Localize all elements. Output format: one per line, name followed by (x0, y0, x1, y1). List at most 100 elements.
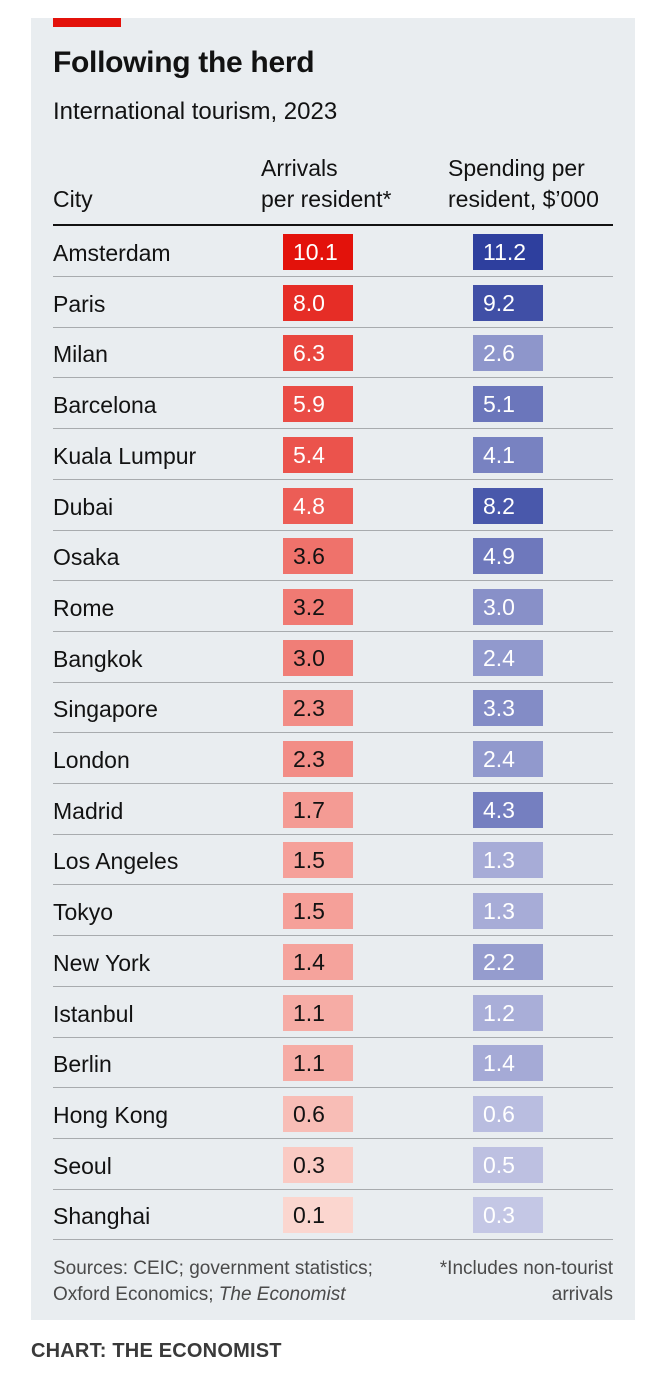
city-label: Tokyo (53, 899, 114, 926)
table-row: Shanghai 0.1 0.3 (53, 1190, 613, 1241)
table-row: Rome 3.2 3.0 (53, 582, 613, 632)
arrivals-cell: 1.1 (283, 1045, 353, 1082)
city-label: Dubai (53, 493, 114, 520)
row-divider (53, 985, 613, 987)
table-row: Los Angeles 1.5 1.3 (53, 835, 613, 886)
table-row: Madrid 1.7 4.3 (53, 785, 613, 835)
spending-cell: 8.2 (473, 487, 543, 524)
row-divider (53, 1087, 613, 1089)
city-label: Paris (53, 290, 106, 317)
sources-note: Sources: CEIC; government statistics; Ox… (53, 1256, 373, 1308)
column-header-arrivals-line1: Arrivals (261, 155, 338, 181)
row-divider (53, 529, 613, 531)
chart-credit: CHART: THE ECONOMIST (31, 1340, 282, 1362)
city-label: New York (53, 949, 151, 976)
arrivals-cell: 4.8 (283, 487, 353, 524)
row-divider (53, 1137, 613, 1139)
city-label: Seoul (53, 1152, 112, 1179)
city-label: Berlin (53, 1051, 112, 1078)
table-row: Osaka 3.6 4.9 (53, 531, 613, 582)
table-row: Amsterdam 10.1 11.2 (53, 227, 613, 277)
table-row: Paris 8.0 9.2 (53, 278, 613, 328)
row-divider (53, 935, 613, 937)
spending-cell: 9.2 (473, 284, 543, 321)
arrivals-cell: 8.0 (283, 284, 353, 321)
table-row: New York 1.4 2.2 (53, 937, 613, 987)
row-divider (53, 681, 613, 683)
city-label: Shanghai (53, 1203, 151, 1230)
city-label: London (53, 747, 130, 773)
row-divider (53, 1188, 613, 1190)
spending-cell: 2.6 (473, 335, 543, 372)
spending-cell: 2.4 (473, 639, 543, 676)
arrivals-cell: 10.1 (283, 234, 353, 270)
arrivals-cell: 1.5 (283, 893, 353, 930)
arrivals-cell: 2.3 (283, 690, 353, 727)
row-divider (53, 326, 613, 328)
table-row: Singapore 2.3 3.3 (53, 683, 613, 734)
arrivals-cell: 3.2 (283, 588, 353, 625)
row-divider (53, 783, 613, 784)
column-header-spending-line2: resident, $’000 (448, 186, 599, 212)
arrivals-cell: 2.3 (283, 741, 353, 777)
chart-card: Following the herd International tourism… (31, 18, 635, 1320)
column-header-arrivals: Arrivals per resident* (261, 153, 391, 215)
column-header-spending: Spending per resident, $’000 (448, 153, 599, 215)
table-row: Bangkok 3.0 2.4 (53, 633, 613, 683)
spending-cell: 0.5 (473, 1146, 543, 1183)
table-row: Hong Kong 0.6 0.6 (53, 1089, 613, 1139)
spending-cell: 3.3 (473, 690, 543, 727)
spending-cell: 1.4 (473, 1045, 543, 1082)
arrivals-cell: 1.1 (283, 994, 353, 1031)
row-divider (53, 377, 613, 379)
footnote-line2: arrivals (551, 1284, 613, 1305)
spending-cell: 5.1 (473, 386, 543, 423)
table-row: Dubai 4.8 8.2 (53, 481, 613, 531)
city-label: Istanbul (53, 1000, 134, 1027)
city-label: Barcelona (53, 392, 157, 419)
table-row: Berlin 1.1 1.4 (53, 1038, 613, 1089)
row-divider (53, 884, 613, 886)
footnote: *Includes non-tourist arrivals (440, 1256, 613, 1308)
row-divider (53, 732, 613, 734)
city-label: Rome (53, 594, 115, 621)
spending-cell: 11.2 (473, 234, 543, 270)
arrivals-cell: 0.6 (283, 1095, 353, 1132)
arrivals-cell: 5.9 (283, 386, 353, 423)
city-label: Singapore (53, 696, 158, 723)
arrivals-cell: 1.5 (283, 842, 353, 879)
spending-cell: 0.6 (473, 1095, 543, 1132)
row-divider (53, 1239, 613, 1241)
arrivals-cell: 1.7 (283, 791, 353, 828)
arrivals-cell: 0.1 (283, 1197, 353, 1234)
brand-red-tag (53, 18, 121, 27)
arrivals-cell: 6.3 (283, 335, 353, 372)
arrivals-cell: 1.4 (283, 943, 353, 980)
spending-cell: 2.4 (473, 741, 543, 777)
table-row: Istanbul 1.1 1.2 (53, 988, 613, 1038)
city-label: Amsterdam (53, 240, 171, 266)
row-divider (53, 630, 613, 632)
table-row: Barcelona 5.9 5.1 (53, 379, 613, 430)
spending-cell: 2.2 (473, 943, 543, 980)
column-header-city: City (53, 186, 93, 212)
spending-cell: 1.3 (473, 842, 543, 879)
row-divider (53, 478, 613, 480)
spending-cell: 3.0 (473, 588, 543, 625)
spending-cell: 1.2 (473, 994, 543, 1031)
city-label: Los Angeles (53, 848, 179, 875)
arrivals-cell: 3.6 (283, 538, 353, 575)
chart-title: Following the herd (53, 46, 315, 79)
row-divider (53, 833, 613, 835)
chart-subtitle: International tourism, 2023 (53, 98, 338, 125)
city-label: Kuala Lumpur (53, 442, 197, 469)
sources-line2-italic: The Economist (218, 1284, 346, 1305)
spending-cell: 4.9 (473, 538, 543, 575)
spending-cell: 1.3 (473, 893, 543, 930)
arrivals-cell: 5.4 (283, 436, 353, 473)
table-row: Milan 6.3 2.6 (53, 328, 613, 379)
header-rule (53, 224, 613, 226)
city-label: Milan (53, 341, 108, 368)
spending-cell: 4.1 (473, 436, 543, 473)
sources-line1: Sources: CEIC; government statistics; (53, 1258, 373, 1279)
